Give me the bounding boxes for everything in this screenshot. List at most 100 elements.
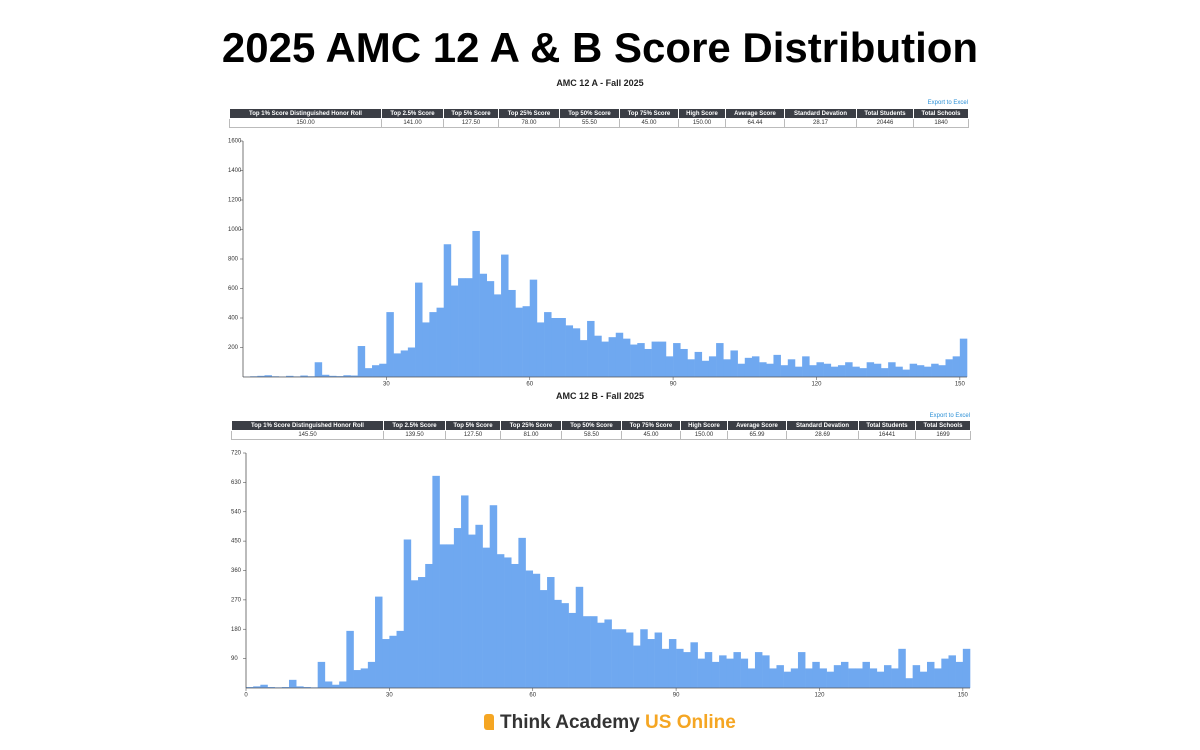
cell: 28.17 <box>784 118 857 128</box>
bar <box>382 639 390 688</box>
header-cell: Standard Devation <box>786 420 859 431</box>
bar <box>926 661 935 688</box>
bar <box>895 366 903 377</box>
bar <box>704 652 713 688</box>
bar <box>658 341 667 377</box>
bar <box>608 337 617 377</box>
bar <box>805 668 813 688</box>
x-tick-label: 90 <box>673 693 680 699</box>
bar <box>668 639 677 688</box>
bar <box>802 356 810 377</box>
bar <box>661 648 670 688</box>
bar <box>453 528 462 688</box>
header-cell: Top 50% Score <box>561 420 622 431</box>
bar <box>511 563 519 688</box>
bar <box>644 348 652 377</box>
export-link[interactable]: Export to Excel <box>927 100 968 106</box>
page-title: 2025 AMC 12 A & B Score Distribution <box>221 24 979 71</box>
cell: 127.50 <box>443 118 499 128</box>
bar <box>862 661 870 688</box>
y-tick-label: 800 <box>228 257 239 263</box>
bar <box>852 366 860 377</box>
bar <box>554 599 562 688</box>
bar <box>816 362 824 377</box>
bar <box>450 285 459 377</box>
bar <box>300 375 308 377</box>
bar <box>737 363 746 377</box>
header-cell: High Score <box>680 420 728 431</box>
data-row: 145.50 139.50 127.50 81.00 58.50 45.00 150.00 6… <box>231 430 971 440</box>
cell: 1699 <box>915 430 971 440</box>
cell: 45.00 <box>621 430 681 440</box>
bar <box>848 668 856 688</box>
cell: 127.50 <box>445 430 501 440</box>
cell: 139.50 <box>383 430 446 440</box>
header-cell: Top 25% Score <box>500 420 562 431</box>
bar <box>572 328 581 377</box>
bar <box>422 322 430 377</box>
bar <box>898 648 906 688</box>
bar <box>826 671 835 688</box>
bar <box>296 686 304 688</box>
bar <box>565 325 574 377</box>
bar <box>396 630 405 688</box>
bar <box>740 658 749 688</box>
bar <box>486 281 495 377</box>
bar <box>386 312 394 377</box>
bar <box>618 629 627 688</box>
bar <box>916 365 925 377</box>
header-cell: Top 1% Score Distinguished Honor Roll <box>231 420 384 431</box>
header-row: Top 1% Score Distinguished Honor Roll Top… <box>231 420 971 431</box>
cell: 78.00 <box>498 118 560 128</box>
bar <box>415 282 423 377</box>
bar <box>869 668 878 688</box>
bar <box>286 375 294 377</box>
bar <box>640 629 648 688</box>
brand-region: US Online <box>645 712 736 733</box>
cell: 58.50 <box>561 430 622 440</box>
bar <box>654 632 663 688</box>
y-tick-label: 540 <box>231 509 242 515</box>
bar <box>794 366 803 377</box>
bar <box>568 612 577 688</box>
bar <box>776 665 784 688</box>
bar <box>579 340 588 377</box>
bar <box>267 687 275 688</box>
bar <box>482 547 491 688</box>
bar <box>716 343 724 377</box>
export-link[interactable]: Export to Excel <box>929 413 970 419</box>
bar <box>773 354 781 377</box>
bar <box>762 655 770 688</box>
bar <box>880 368 889 377</box>
bar <box>379 363 387 377</box>
header-cell: Top 75% Score <box>621 420 681 431</box>
bar <box>465 278 473 377</box>
header-cell: Top 25% Score <box>498 108 560 119</box>
bar <box>945 359 953 377</box>
cell: 64.44 <box>725 118 785 128</box>
bar <box>697 658 706 688</box>
bar <box>859 368 867 377</box>
bar <box>754 652 763 688</box>
bar <box>372 365 380 377</box>
bar <box>329 375 337 377</box>
bar <box>547 577 555 688</box>
bar <box>873 363 882 377</box>
header-cell: Average Score <box>727 420 787 431</box>
bar <box>461 495 469 688</box>
cell: 28.69 <box>786 430 859 440</box>
bar <box>590 616 598 688</box>
header-cell: Top 5% Score <box>445 420 501 431</box>
bar <box>522 306 531 377</box>
bar <box>529 279 538 377</box>
bar <box>604 619 612 688</box>
bar <box>919 671 928 688</box>
x-tick-label: 60 <box>526 382 533 388</box>
bar <box>819 668 827 688</box>
bar <box>855 668 863 688</box>
bar <box>905 678 913 688</box>
y-tick-label: 270 <box>231 597 242 603</box>
header-row: Top 1% Score Distinguished Honor Roll Top… <box>229 108 969 119</box>
